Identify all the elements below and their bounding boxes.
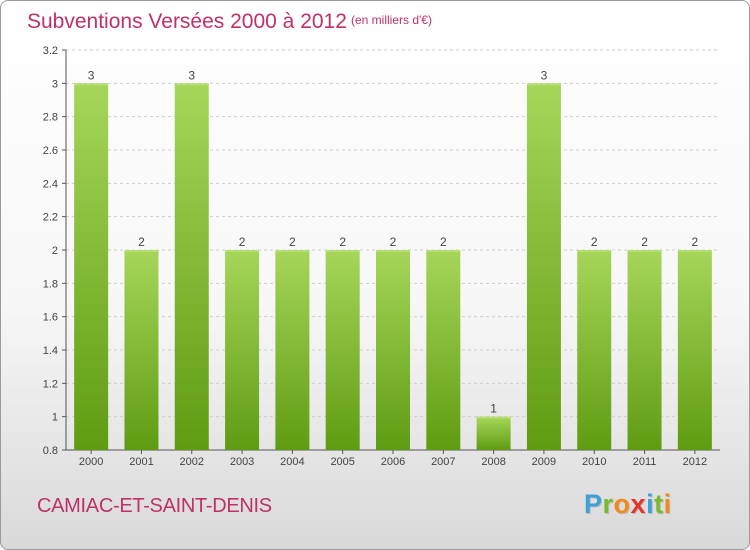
x-tick-label: 2009 (532, 456, 556, 468)
logo-letter: r (602, 489, 614, 519)
y-tick-label: 1.8 (43, 278, 58, 290)
bar-top-highlight (577, 250, 612, 252)
x-tick-label: 2003 (230, 456, 254, 468)
x-tick-label: 2000 (79, 456, 103, 468)
y-tick-label: 2.4 (43, 178, 58, 190)
bar (74, 83, 109, 450)
bar-top-highlight (225, 250, 260, 252)
data-label: 2 (641, 235, 648, 249)
bar-top-highlight (476, 416, 511, 419)
y-tick-label: 3 (52, 78, 58, 90)
commune-name: CAMIAC-ET-SAINT-DENIS (37, 495, 272, 517)
y-tick-label: 2.8 (43, 112, 58, 124)
bar-layer (74, 83, 712, 450)
data-label: 2 (138, 235, 145, 249)
bar (275, 250, 310, 450)
bar (677, 250, 712, 450)
bar (476, 416, 511, 450)
logo-letter: P (584, 489, 603, 519)
label-layer: 3 2000 2 2001 3 2002 2 2003 2 2004 2 2005 2 2006 2 2007… (79, 68, 707, 468)
bar (174, 83, 209, 450)
x-tick-label: 2010 (582, 456, 606, 468)
data-label: 2 (390, 235, 397, 249)
data-label: 2 (239, 235, 246, 249)
data-label: 2 (339, 235, 346, 249)
data-label: 2 (692, 235, 699, 249)
bar (426, 250, 461, 450)
data-label: 3 (88, 68, 95, 82)
x-tick-label: 2006 (381, 456, 405, 468)
bar-top-highlight (124, 250, 159, 252)
bar-top-highlight (677, 250, 712, 252)
bar (376, 250, 410, 450)
x-tick-label: 2008 (481, 456, 505, 468)
data-label: 3 (188, 68, 195, 82)
bar (526, 83, 561, 450)
bar-top-highlight (526, 83, 561, 86)
x-tick-label: 2004 (280, 456, 304, 468)
bar-top-highlight (627, 250, 662, 252)
bar-top-highlight (376, 250, 410, 252)
y-tick-label: 2.6 (43, 145, 58, 157)
chart-title: Subventions Versées 2000 à 2012 (27, 10, 347, 33)
y-tick-label: 1.6 (43, 312, 58, 324)
x-tick-label: 2002 (180, 456, 204, 468)
bar-top-highlight (275, 250, 310, 252)
chart-subtitle: (en milliers d'€) (351, 13, 432, 27)
proxiti-logo: Proxiti (584, 489, 672, 520)
bar-top-highlight (174, 83, 209, 86)
x-tick-label: 2007 (431, 456, 455, 468)
logo-letter: i (646, 489, 655, 519)
x-tick-label: 2005 (330, 456, 354, 468)
y-tick-label: 2 (52, 245, 58, 257)
logo-letter: o (613, 489, 631, 519)
x-tick-label: 2001 (129, 456, 153, 468)
data-label: 2 (440, 235, 447, 249)
bar (325, 250, 360, 450)
bar-top-highlight (74, 83, 109, 86)
bar-top-highlight (325, 250, 360, 252)
y-tick-label: 1.2 (43, 378, 58, 390)
y-tick-label: 3.2 (43, 45, 58, 57)
data-label: 3 (541, 68, 548, 82)
data-label: 2 (591, 235, 598, 249)
x-tick-label: 2011 (633, 456, 657, 468)
bar (124, 250, 159, 450)
bar-top-highlight (426, 250, 461, 252)
bar (225, 250, 260, 450)
x-tick-label: 2012 (683, 456, 707, 468)
logo-letter: i (663, 489, 672, 519)
y-tick-label: 1.4 (43, 345, 58, 357)
data-label: 2 (289, 235, 296, 249)
logo-letter: x (630, 489, 647, 519)
data-label: 1 (490, 402, 497, 416)
bar (577, 250, 612, 450)
y-tick-label: 2.2 (43, 212, 58, 224)
bar (627, 250, 662, 450)
y-tick-label: 0.8 (43, 445, 58, 457)
y-tick-label: 1 (52, 412, 58, 424)
logo-letter: t (654, 489, 664, 519)
